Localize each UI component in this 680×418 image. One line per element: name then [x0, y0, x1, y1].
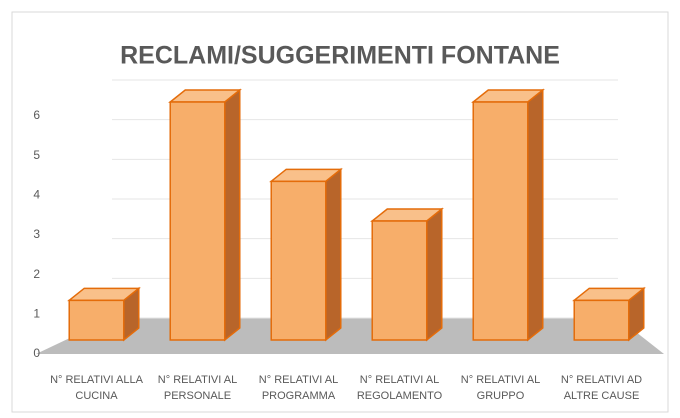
x-tick-label: N° RELATIVI AL GRUPPO	[460, 374, 541, 402]
bar-front	[573, 299, 630, 341]
y-tick-label: 2	[33, 267, 40, 281]
bar	[471, 88, 545, 342]
x-tick-label: N° RELATIVI AD ALTRE CAUSE	[560, 374, 643, 402]
x-tick-label: N° RELATIVI AL PROGRAMMA	[258, 374, 339, 402]
y-tick-label: 5	[33, 148, 40, 162]
bar-side	[224, 88, 241, 342]
bar-front	[371, 220, 428, 341]
bar-side	[527, 88, 544, 342]
bar	[572, 286, 646, 342]
y-tick-label: 4	[33, 188, 40, 202]
y-tick-label: 6	[33, 108, 40, 122]
bar-front	[472, 101, 529, 341]
bar	[370, 207, 444, 342]
x-tick-label: N° RELATIVI ALLA CUCINA	[50, 374, 143, 402]
bar	[67, 286, 141, 342]
chart-title: RECLAMI/SUGGERIMENTI FONTANE	[120, 42, 560, 70]
bar	[168, 88, 242, 342]
x-tick-label: N° RELATIVI AL REGOLAMENTO	[356, 374, 443, 402]
y-tick-label: 0	[33, 346, 40, 360]
bar-front	[270, 180, 327, 341]
bar	[269, 167, 343, 342]
bar-front	[68, 299, 125, 341]
bar-front	[169, 101, 226, 341]
bar-side	[426, 207, 443, 342]
bar-side	[325, 167, 342, 342]
y-tick-label: 1	[33, 307, 40, 321]
y-tick-label: 3	[33, 227, 40, 241]
x-tick-label: N° RELATIVI AL PERSONALE	[157, 374, 238, 402]
